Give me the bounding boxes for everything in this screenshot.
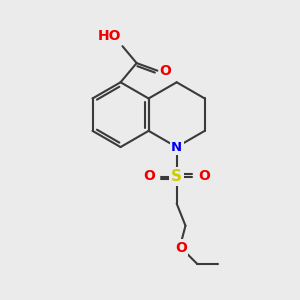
Text: O: O bbox=[143, 169, 155, 184]
Text: N: N bbox=[171, 141, 182, 154]
Text: O: O bbox=[198, 169, 210, 184]
Text: S: S bbox=[171, 169, 182, 184]
Text: O: O bbox=[159, 64, 171, 78]
Text: HO: HO bbox=[98, 29, 121, 43]
Text: O: O bbox=[175, 241, 187, 255]
